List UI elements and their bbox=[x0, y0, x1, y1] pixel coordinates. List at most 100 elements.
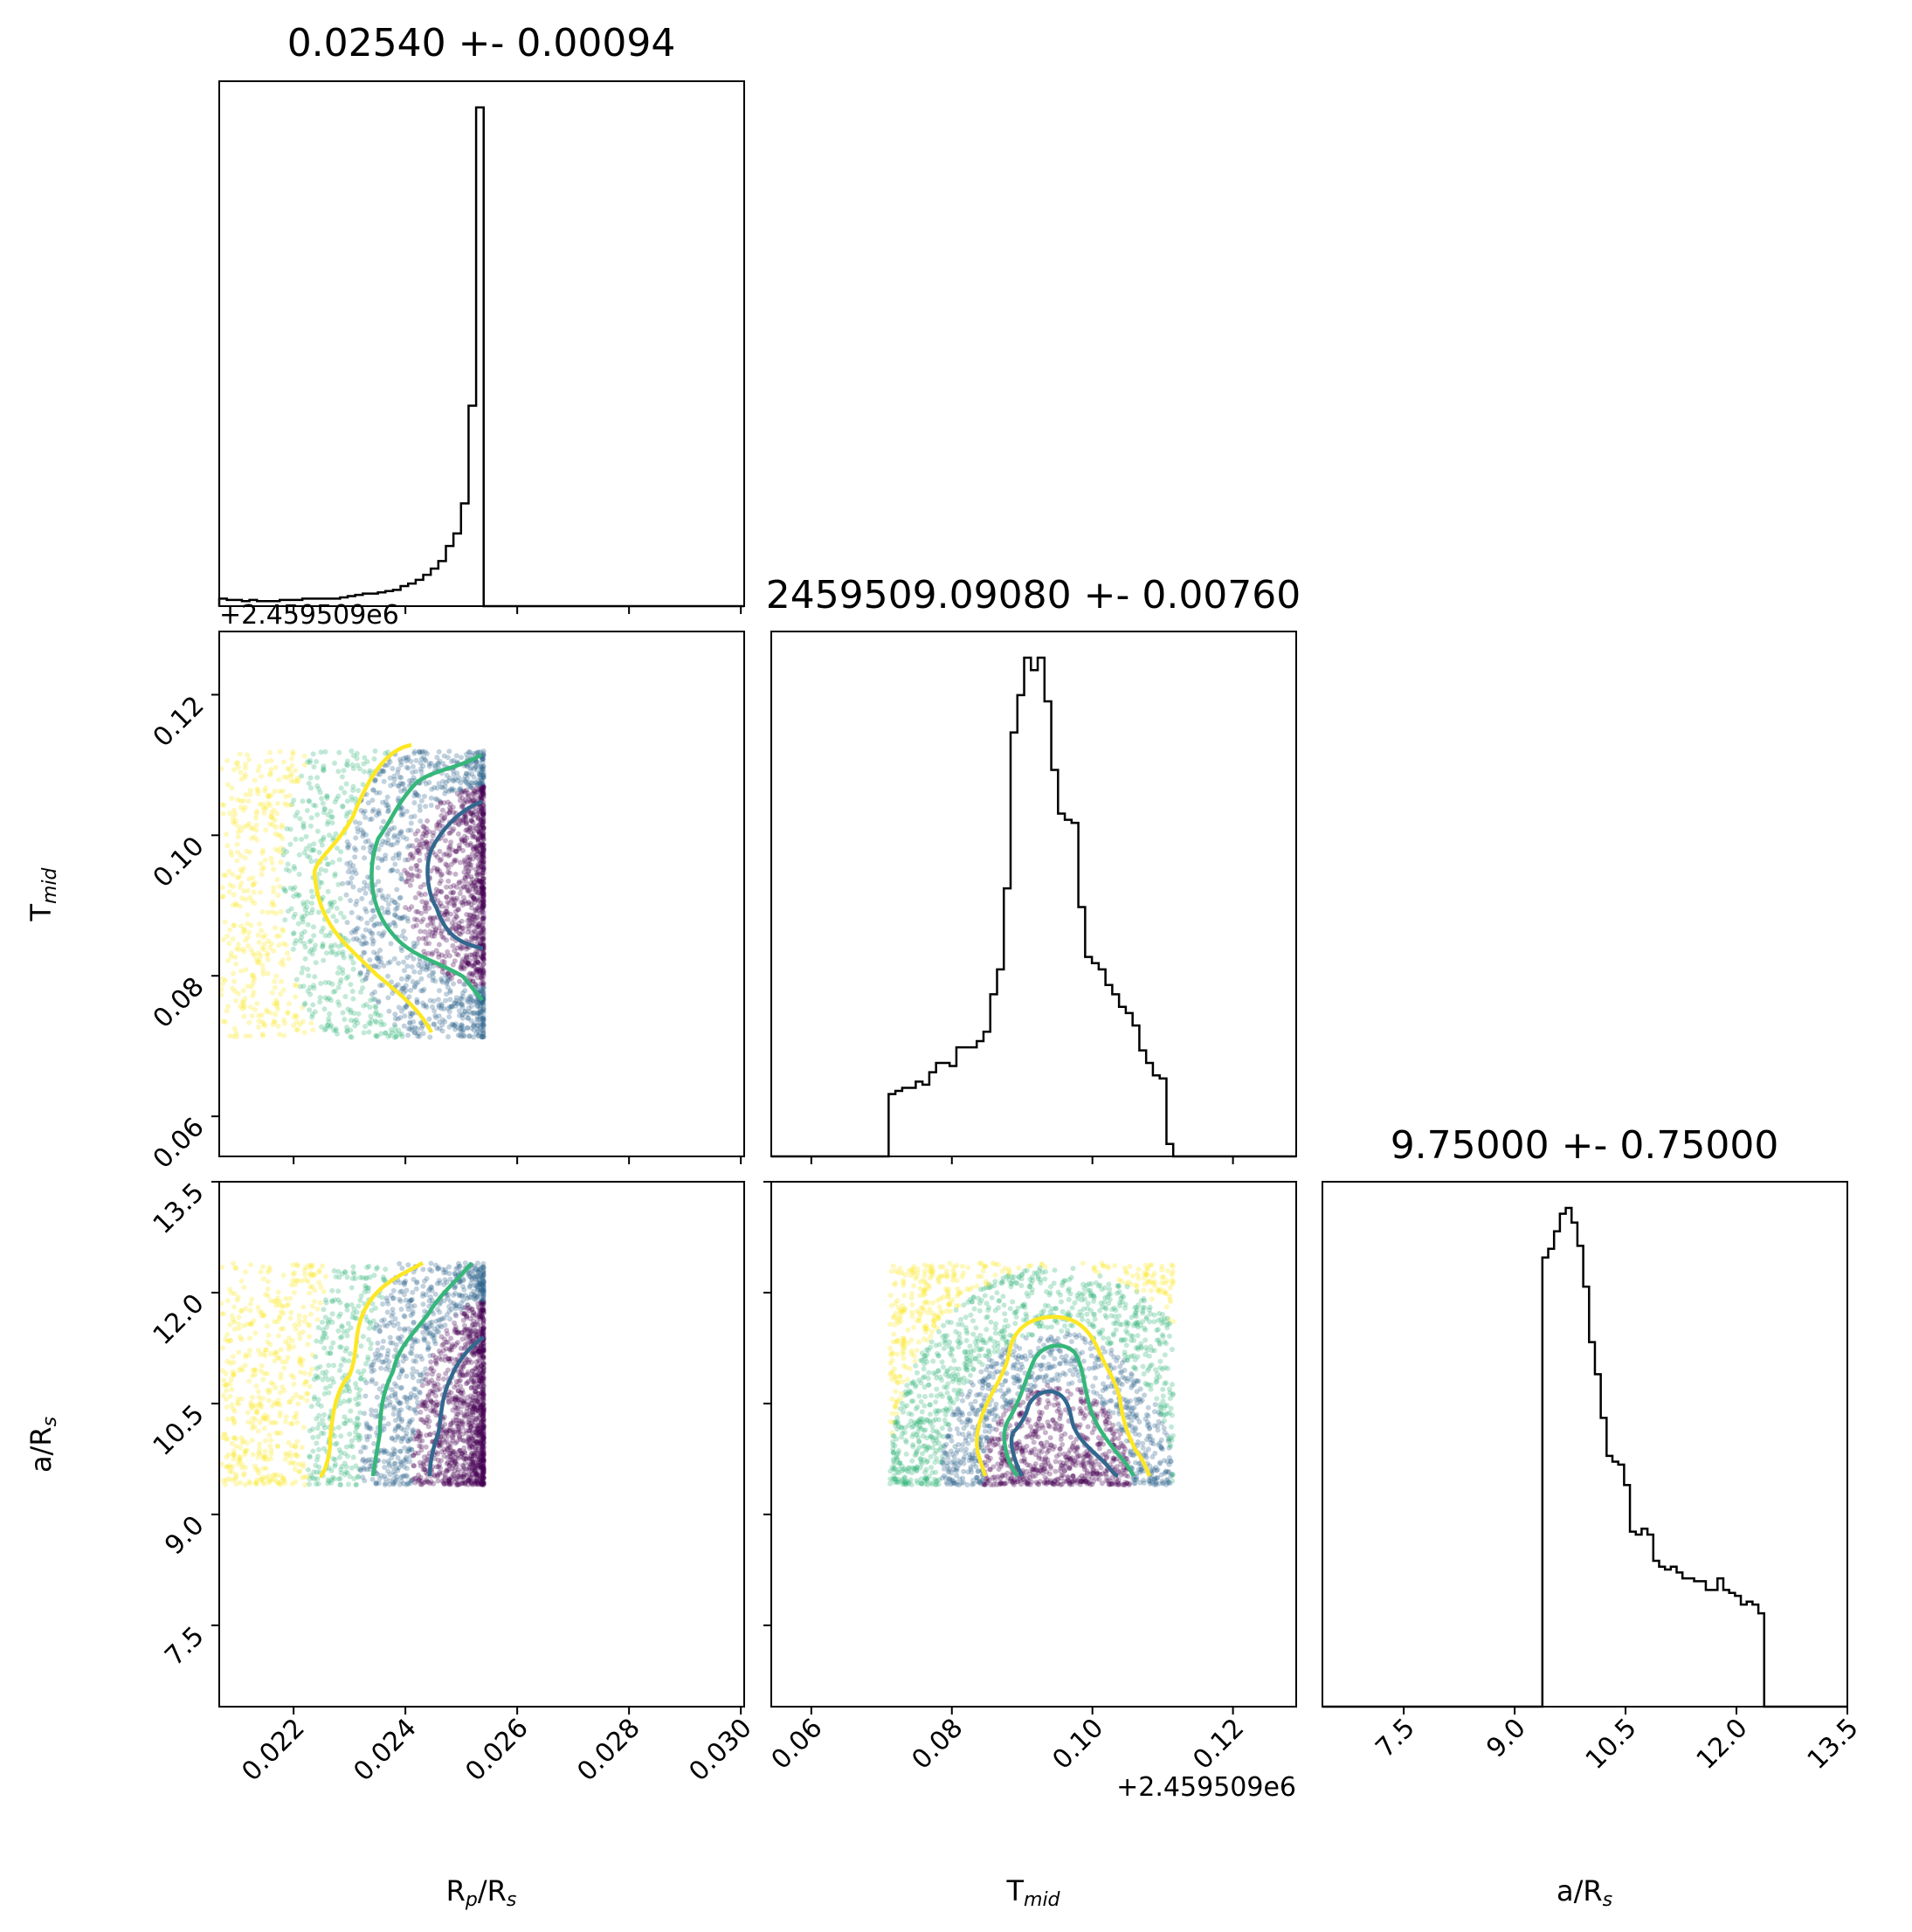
scatter-point bbox=[470, 1395, 476, 1401]
scatter-point bbox=[251, 1318, 257, 1324]
scatter-point bbox=[436, 749, 442, 755]
scatter-point bbox=[357, 1467, 363, 1473]
scatter-point bbox=[417, 749, 423, 755]
scatter-point bbox=[437, 1462, 443, 1467]
scatter-point bbox=[405, 1448, 411, 1454]
scatter-point bbox=[320, 1377, 326, 1383]
scatter-point bbox=[297, 1355, 303, 1361]
scatter-point bbox=[405, 1439, 411, 1444]
scatter-point bbox=[268, 1438, 274, 1444]
scatter-point bbox=[355, 829, 361, 835]
scatter-point bbox=[275, 1480, 281, 1486]
scatter-point bbox=[479, 806, 485, 812]
scatter-point bbox=[473, 935, 480, 941]
scatter-point bbox=[237, 1334, 243, 1340]
scatter-point bbox=[467, 1331, 473, 1336]
scatter-point bbox=[472, 928, 477, 934]
scatter-point bbox=[367, 849, 373, 854]
scatter-point bbox=[480, 1397, 487, 1404]
scatter-point bbox=[478, 1343, 484, 1349]
scatter-point bbox=[480, 812, 487, 818]
scatter-point bbox=[457, 924, 463, 930]
scatter-point bbox=[480, 1355, 487, 1361]
scatter-point bbox=[418, 988, 424, 994]
scatter-point bbox=[328, 1350, 333, 1356]
scatter-point bbox=[478, 1274, 484, 1280]
scatter-point bbox=[439, 969, 445, 975]
y-tick-label: 0.06 bbox=[148, 1112, 211, 1175]
scatter-point bbox=[360, 1274, 366, 1280]
scatter-point bbox=[387, 759, 393, 765]
scatter-point bbox=[246, 821, 252, 827]
scatter-point bbox=[314, 828, 321, 834]
scatter-point bbox=[411, 1463, 418, 1469]
scatter-point bbox=[424, 900, 430, 907]
scatter-point bbox=[458, 1345, 464, 1351]
scatter-point bbox=[231, 1452, 237, 1457]
scatter-point bbox=[286, 767, 293, 773]
scatter-point bbox=[281, 774, 287, 780]
scatter-point bbox=[478, 786, 484, 792]
scatter-point bbox=[259, 872, 265, 878]
scatter-point bbox=[477, 910, 483, 916]
scatter-point bbox=[418, 841, 424, 847]
scatter-point bbox=[429, 933, 435, 939]
scatter-point bbox=[445, 755, 451, 761]
scatter-point bbox=[405, 1421, 411, 1427]
scatter-point bbox=[471, 1292, 477, 1298]
scatter-point bbox=[439, 1342, 445, 1349]
scatter-point bbox=[461, 1373, 467, 1379]
scatter-point bbox=[450, 1471, 456, 1477]
scatter-point bbox=[233, 961, 239, 967]
scatter-point bbox=[249, 1420, 255, 1426]
scatter-point bbox=[469, 818, 475, 825]
scatter-point bbox=[337, 1475, 343, 1481]
scatter-point bbox=[300, 823, 307, 829]
scatter-point bbox=[452, 1000, 458, 1006]
scatter-point bbox=[395, 1467, 401, 1473]
scatter-point bbox=[262, 1347, 268, 1353]
scatter-point bbox=[267, 1350, 273, 1356]
scatter-point bbox=[347, 1389, 353, 1394]
scatter-point bbox=[329, 901, 335, 907]
scatter-point bbox=[480, 784, 487, 790]
scatter-point bbox=[362, 1466, 368, 1473]
scatter-point bbox=[462, 838, 468, 844]
scatter-point bbox=[421, 1003, 427, 1009]
scatter-point bbox=[418, 769, 425, 775]
scatter-point bbox=[450, 1395, 456, 1401]
scatter-point bbox=[416, 1477, 422, 1483]
scatter-point bbox=[456, 1426, 461, 1432]
scatter-point bbox=[436, 1317, 442, 1323]
scatter-point bbox=[394, 1466, 400, 1472]
scatter-point bbox=[257, 801, 263, 807]
scatter-point bbox=[286, 1439, 292, 1446]
scatter-point bbox=[388, 1340, 394, 1346]
scatter-point bbox=[300, 798, 306, 804]
scatter-point bbox=[271, 1420, 277, 1425]
scatter-point bbox=[464, 1025, 470, 1032]
scatter-point bbox=[479, 883, 485, 888]
scatter-point bbox=[466, 1005, 472, 1011]
scatter-point bbox=[302, 762, 308, 768]
scatter-point bbox=[430, 919, 436, 925]
scatter-point bbox=[443, 779, 449, 785]
scatter-point bbox=[266, 1332, 272, 1338]
scatter-point bbox=[392, 912, 398, 918]
scatter-point bbox=[227, 1393, 233, 1399]
scatter-point bbox=[477, 1025, 483, 1032]
scatter-point bbox=[480, 1331, 486, 1337]
scatter-point bbox=[319, 842, 325, 848]
scatter-point bbox=[430, 977, 436, 983]
scatter-point bbox=[358, 989, 364, 995]
scatter-point bbox=[480, 949, 487, 956]
scatter-point bbox=[434, 785, 440, 791]
scatter-point bbox=[480, 845, 486, 851]
scatter-point bbox=[470, 813, 476, 818]
scatter-point bbox=[352, 1314, 358, 1321]
scatter-point bbox=[480, 1397, 486, 1403]
scatter-point bbox=[337, 1335, 343, 1341]
scatter-point bbox=[421, 949, 427, 955]
scatter-point bbox=[395, 769, 401, 776]
scatter-point bbox=[335, 1297, 342, 1303]
